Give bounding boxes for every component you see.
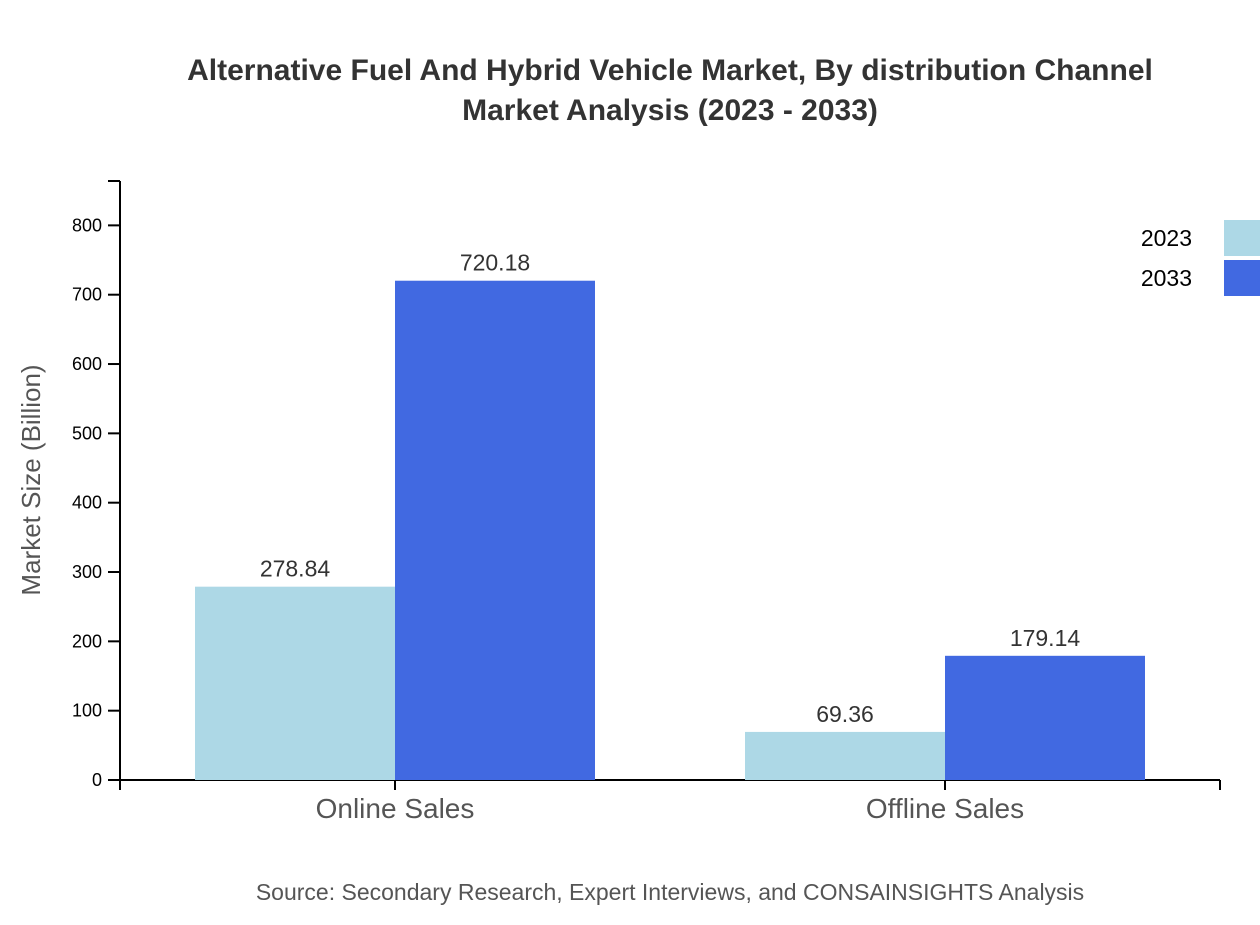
- legend: 2023 2033: [1141, 220, 1260, 296]
- y-tick-label: 200: [72, 631, 102, 651]
- y-tick-label: 600: [72, 354, 102, 374]
- y-tick-label: 0: [92, 770, 102, 790]
- bar-value-label: 720.18: [460, 250, 530, 276]
- legend-label: 2033: [1141, 265, 1192, 291]
- y-tick-label: 800: [72, 215, 102, 235]
- legend-swatch: [1224, 220, 1260, 256]
- x-tick-label: Offline Sales: [866, 793, 1024, 824]
- y-tick-label: 100: [72, 701, 102, 721]
- bar-value-label: 278.84: [260, 556, 331, 582]
- bar-value-label: 69.36: [816, 701, 874, 727]
- bar-value-label: 179.14: [1010, 625, 1081, 651]
- chart-title-line2: Market Analysis (2023 - 2033): [462, 94, 878, 127]
- y-tick-label: 300: [72, 562, 102, 582]
- axes: 0 100 200 300 400 500 600 700 800 Online Sales Off…: [72, 180, 1221, 824]
- bar-2033-online-sales: [395, 280, 595, 780]
- y-tick-label: 500: [72, 423, 102, 443]
- chart-title-line1: Alternative Fuel And Hybrid Vehicle Mark…: [187, 54, 1153, 87]
- bar-2023-offline-sales: [745, 731, 945, 780]
- legend-swatch: [1224, 260, 1260, 296]
- legend-label: 2023: [1141, 225, 1192, 251]
- y-axis-label: Market Size (Billion): [16, 364, 46, 595]
- y-tick-label: 400: [72, 493, 102, 513]
- source-note: Source: Secondary Research, Expert Inter…: [256, 879, 1084, 905]
- y-tick-label: 700: [72, 285, 102, 305]
- bar-2033-offline-sales: [945, 655, 1145, 780]
- bars: 278.84 720.18 69.36 179.14: [195, 250, 1145, 780]
- bar-2023-online-sales: [195, 586, 395, 780]
- x-tick-label: Online Sales: [316, 793, 475, 824]
